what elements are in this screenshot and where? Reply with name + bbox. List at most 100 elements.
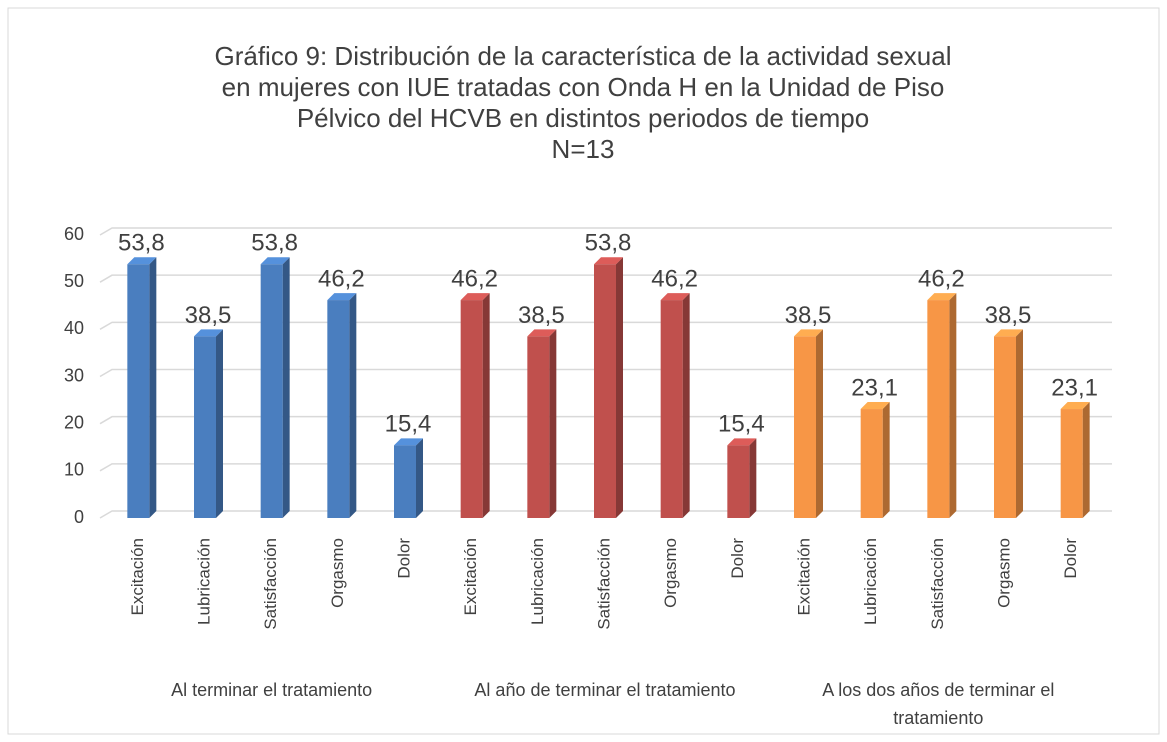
x-tick-label: Lubricación (528, 538, 547, 625)
bar-top (460, 293, 490, 301)
data-label: 38,5 (518, 302, 565, 329)
y-tick-label: 30 (64, 365, 84, 385)
chart-title: en mujeres con IUE tratadas con Onda H e… (222, 72, 945, 102)
data-label: 23,1 (1051, 374, 1098, 401)
x-tick-label: Dolor (728, 538, 747, 579)
data-label: 38,5 (185, 302, 232, 329)
y-tick-label: 40 (64, 318, 84, 338)
bar-side (749, 438, 757, 518)
bar-side (149, 257, 157, 518)
bar-top (1060, 402, 1090, 410)
bar-top (794, 329, 823, 337)
bar (260, 264, 283, 518)
data-label: 53,8 (585, 230, 632, 257)
bar-side (549, 329, 557, 518)
bar (460, 300, 483, 518)
bar-top (260, 257, 290, 265)
bar-top (594, 257, 623, 265)
x-tick-label: Orgasmo (994, 538, 1013, 608)
bar (1060, 409, 1083, 518)
bar-side (416, 438, 423, 518)
data-label: 23,1 (851, 374, 898, 401)
bar (127, 264, 150, 518)
data-label: 46,2 (918, 265, 965, 292)
data-label: 38,5 (785, 302, 832, 329)
bar (660, 300, 683, 518)
bar (594, 264, 616, 518)
bar (794, 336, 816, 518)
bar-side (216, 329, 223, 518)
data-label: 46,2 (318, 265, 365, 292)
bar (394, 445, 416, 518)
x-tick-label: Excitación (794, 538, 813, 615)
bar-side (349, 293, 357, 518)
grid-line (99, 227, 1112, 236)
bar (527, 336, 550, 518)
x-tick-label: Dolor (1061, 538, 1080, 579)
grid-line (99, 368, 1112, 378)
bar-top (860, 402, 890, 410)
bar (994, 336, 1016, 518)
bar-side (682, 293, 690, 518)
x-tick-label: Orgasmo (661, 538, 680, 608)
y-tick-label: 50 (64, 271, 84, 291)
bar-side (616, 257, 623, 518)
data-label: 38,5 (985, 302, 1032, 329)
data-label: 46,2 (651, 265, 698, 292)
data-label: 46,2 (451, 265, 498, 292)
grid-line (99, 274, 1112, 283)
x-tick-label: Satisfacción (594, 538, 613, 630)
chart-title: Pélvico del HCVB en distintos periodos d… (297, 103, 869, 133)
grid-line (99, 510, 1112, 519)
data-label: 53,8 (251, 230, 298, 257)
x-tick-label: Lubricación (861, 538, 880, 625)
bar-side (282, 257, 290, 518)
x-tick-label: Dolor (394, 538, 413, 579)
bar (327, 300, 350, 518)
bar-top (327, 293, 357, 301)
bar-top (994, 329, 1023, 337)
y-tick-label: 0 (74, 507, 84, 527)
bar-side (882, 402, 890, 518)
x-tick-label: Satisfacción (928, 538, 947, 630)
bar-top (527, 329, 557, 337)
bar-top (127, 257, 157, 265)
data-label: 15,4 (385, 411, 432, 438)
data-label: 15,4 (718, 411, 765, 438)
chart-subtitle: N=13 (552, 134, 615, 164)
bar-side (949, 293, 957, 518)
bar-top (727, 438, 757, 446)
bar-side (816, 329, 823, 518)
x-tick-label: Satisfacción (261, 538, 280, 630)
chart-title: Gráfico 9: Distribución de la caracterís… (214, 41, 951, 71)
bar-top (194, 329, 223, 337)
grid-line (99, 321, 1112, 330)
bar (927, 300, 950, 518)
group-label: Al año de terminar el tratamiento (474, 680, 736, 700)
group-label: A los dos años de terminar el tratamient… (822, 680, 1055, 728)
data-label: 53,8 (118, 230, 165, 257)
bar-side (1082, 402, 1090, 518)
grid-line (99, 415, 1112, 425)
bar (860, 409, 883, 518)
group-label-box: Al año de terminar el tratamiento (474, 680, 736, 700)
y-tick-label: 60 (64, 224, 84, 244)
group-label: Al terminar el tratamiento (171, 680, 373, 700)
group-label-box: A los dos años de terminar el tratamient… (822, 680, 1055, 728)
y-tick-label: 20 (64, 412, 84, 432)
bar-top (927, 293, 957, 301)
x-tick-label: Orgasmo (328, 538, 347, 608)
bar-top (394, 438, 423, 446)
bar-top (660, 293, 690, 301)
x-tick-label: Excitación (128, 538, 147, 615)
bar (727, 445, 750, 518)
x-tick-label: Lubricación (194, 538, 213, 625)
bar-side (1016, 329, 1023, 518)
bar (194, 336, 216, 518)
y-tick-label: 10 (64, 460, 84, 480)
grid-line (99, 463, 1112, 472)
bar-side (482, 293, 490, 518)
group-label-box: Al terminar el tratamiento (171, 680, 373, 700)
